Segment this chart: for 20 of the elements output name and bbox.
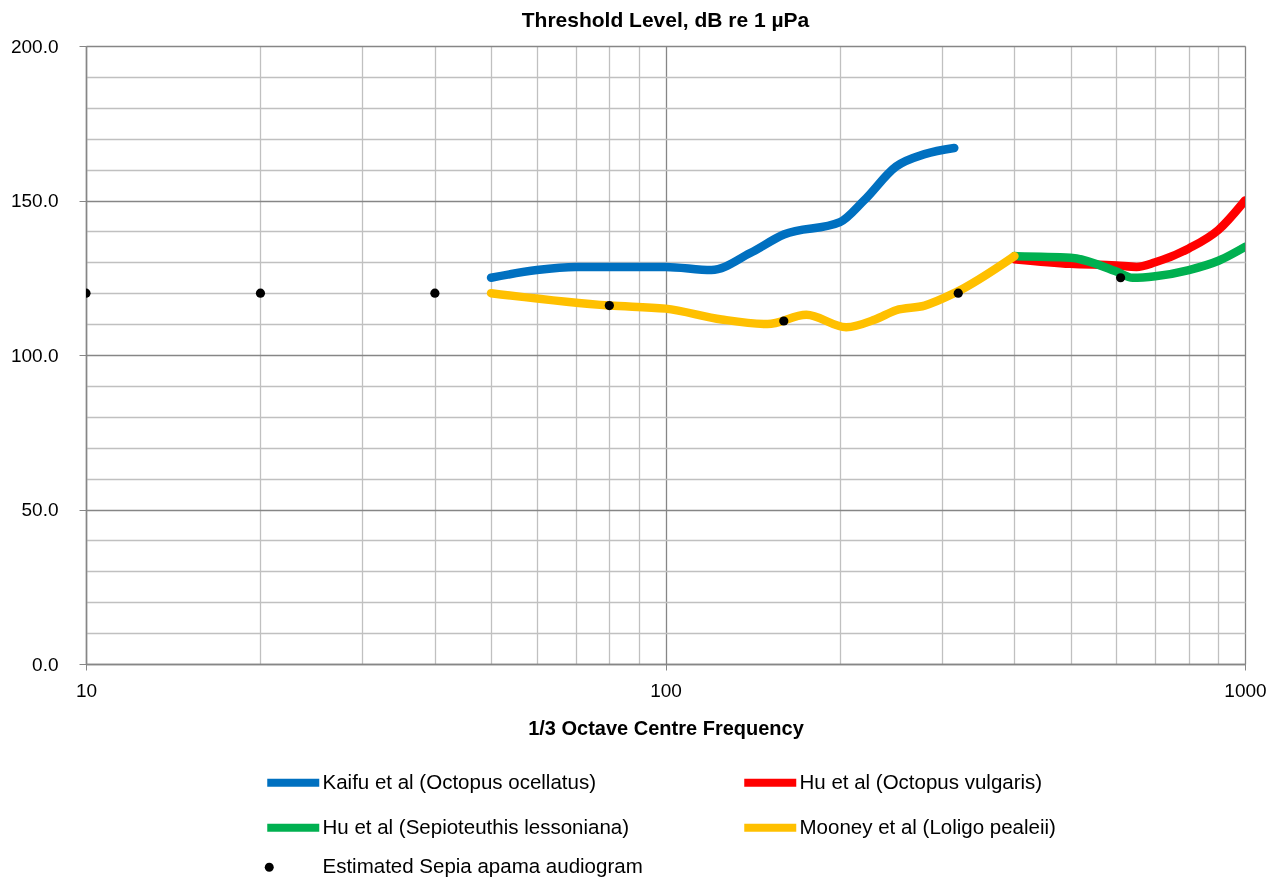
chart-title: Threshold Level, dB re 1 µPa (521, 8, 810, 31)
x-axis-title: 1/3 Octave Centre Frequency (528, 716, 805, 739)
legend-label: Kaifu et al (Octopus ocellatus) (322, 769, 596, 793)
point (779, 316, 789, 326)
point (953, 288, 963, 298)
x-tick-label: 10 (75, 679, 98, 701)
legend-label: Hu et al (Octopus vulgaris) (799, 769, 1043, 793)
x-tick-label: 100 (650, 679, 682, 701)
y-tick-label: 150.0 (10, 190, 59, 211)
point (430, 288, 440, 298)
legend-label: Hu et al (Sepioteuthis lessoniana) (322, 814, 630, 838)
legend-label: Estimated Sepia apama audiogram (322, 854, 643, 878)
legend-label: Mooney et al (Loligo pealeii) (799, 814, 1056, 838)
point (255, 288, 266, 298)
y-tick-label: 0.0 (32, 653, 59, 675)
y-tick-label: 50.0 (21, 499, 59, 520)
point (604, 300, 614, 311)
y-tick-label: 100.0 (10, 344, 59, 366)
y-tick-label: 200.0 (10, 35, 59, 57)
x-tick-label: 1000 (1224, 679, 1267, 701)
